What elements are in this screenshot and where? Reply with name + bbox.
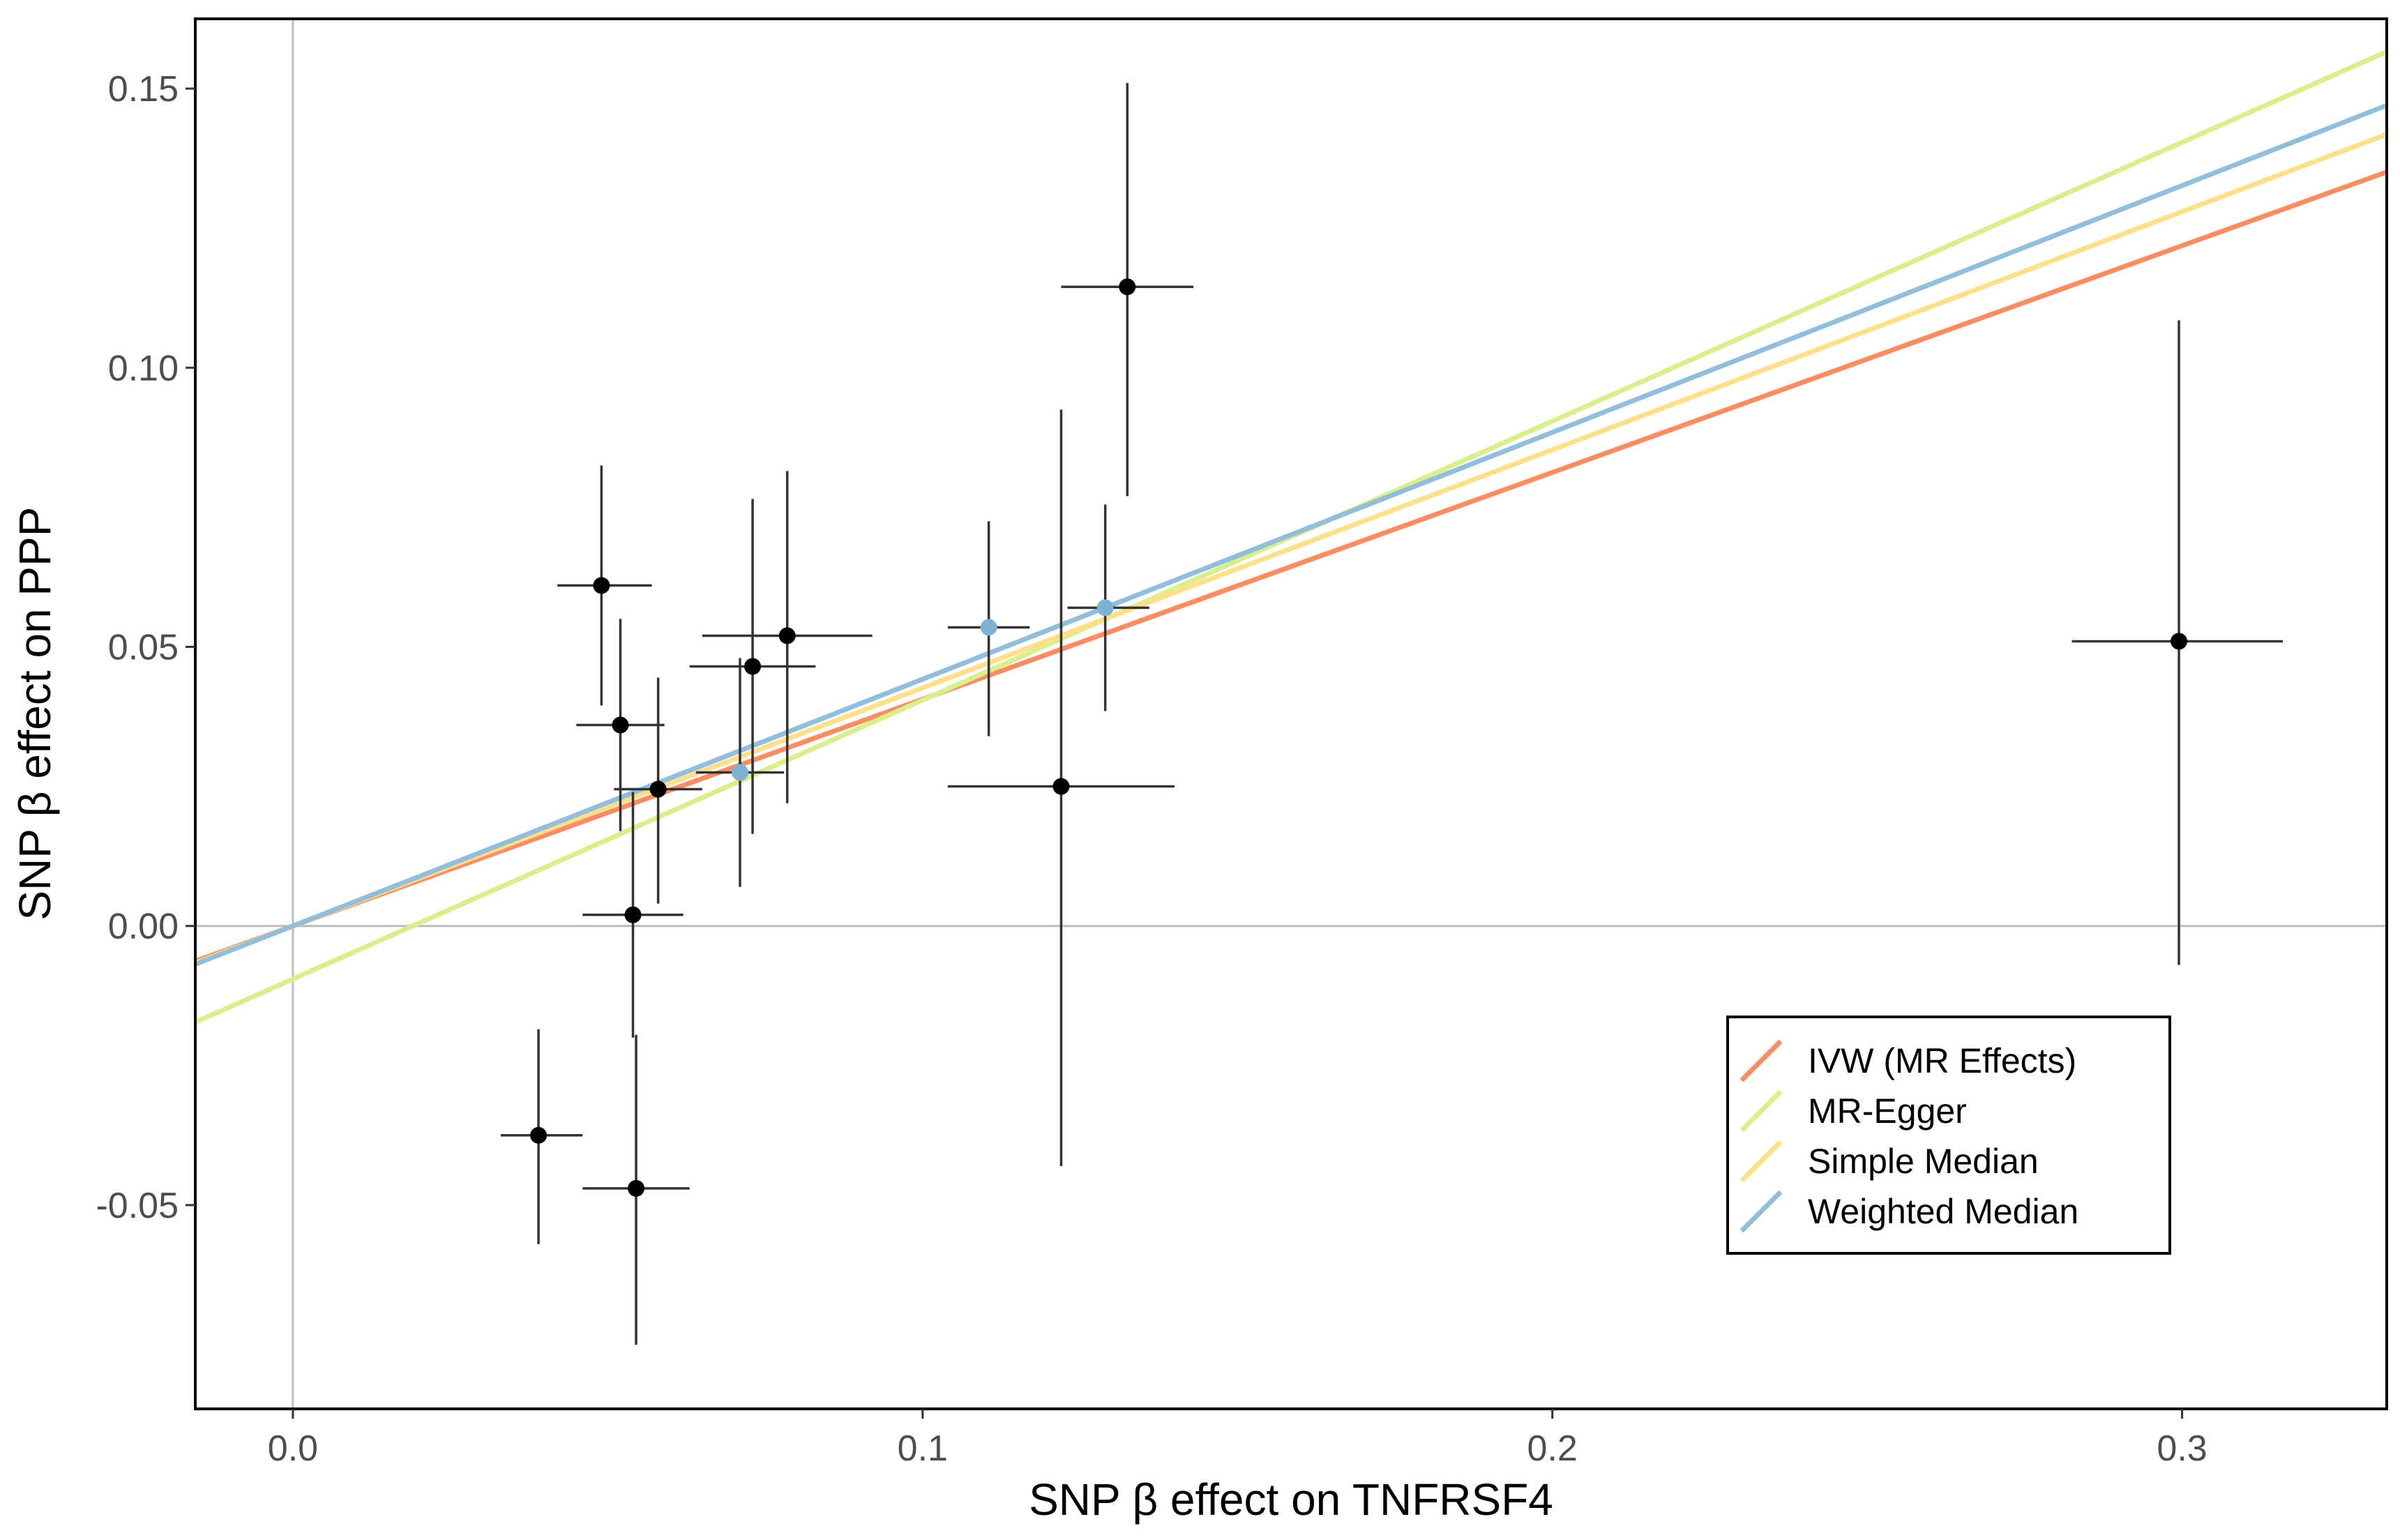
y-tick-label-3: 0.05 xyxy=(108,627,179,667)
legend-label-3: Simple Median xyxy=(1808,1142,2039,1181)
data-point-4 xyxy=(624,906,642,923)
fit-line-1 xyxy=(195,169,2387,964)
legend: IVW (MR Effects) MR-Egger Simple Median Wei… xyxy=(1726,1016,2171,1255)
legend-label-2: MR-Egger xyxy=(1808,1092,1967,1131)
reference-lines xyxy=(195,19,2387,1409)
data-point-3 xyxy=(612,716,629,734)
legend-label-4: Weighted Median xyxy=(1808,1192,2078,1231)
legend-key-1 xyxy=(1739,1039,1783,1082)
y-axis-title: SNP β effect on PPP xyxy=(10,507,60,921)
data-point-6 xyxy=(649,780,667,798)
data-point-9 xyxy=(778,627,796,644)
legend-key-4 xyxy=(1739,1190,1783,1233)
y-tick-label-4: 0.10 xyxy=(108,348,179,388)
data-point-13 xyxy=(1119,278,1136,296)
data-point-5 xyxy=(628,1179,645,1197)
data-point-7 xyxy=(731,764,748,781)
legend-box xyxy=(1726,1016,2171,1255)
data-point-12 xyxy=(1096,599,1114,617)
fit-line-3 xyxy=(195,132,2387,965)
axes: 0.0 0.1 0.2 0.3 -0.05 0.00 0.05 0.10 0.15 xyxy=(96,69,2207,1469)
x-tick-label-4: 0.3 xyxy=(2157,1428,2207,1469)
data-point-10 xyxy=(980,619,997,636)
y-tick-label-5: 0.15 xyxy=(108,69,179,110)
x-axis-title: SNP β effect on TNFRSF4 xyxy=(1029,1474,1553,1525)
fit-line-4 xyxy=(195,103,2387,967)
legend-key-2 xyxy=(1739,1089,1783,1133)
data-point-14 xyxy=(2171,633,2188,650)
legend-label-1: IVW (MR Effects) xyxy=(1808,1041,2076,1080)
x-tick-label-1: 0.0 xyxy=(268,1428,318,1469)
x-tick-label-3: 0.2 xyxy=(1527,1428,1578,1469)
legend-key-3 xyxy=(1739,1140,1783,1183)
data-point-11 xyxy=(1052,778,1070,795)
y-tick-label-1: -0.05 xyxy=(96,1186,179,1226)
data-point-1 xyxy=(530,1126,548,1144)
legend-entries: IVW (MR Effects) MR-Egger Simple Median Wei… xyxy=(1739,1039,2078,1233)
data-point-2 xyxy=(593,577,610,594)
fit-lines xyxy=(195,49,2387,1025)
plot-panel-border xyxy=(194,17,2388,1410)
x-tick-label-2: 0.1 xyxy=(898,1428,948,1469)
data-point-8 xyxy=(744,658,762,675)
y-tick-label-2: 0.00 xyxy=(108,907,179,947)
data-points xyxy=(530,278,2188,1197)
